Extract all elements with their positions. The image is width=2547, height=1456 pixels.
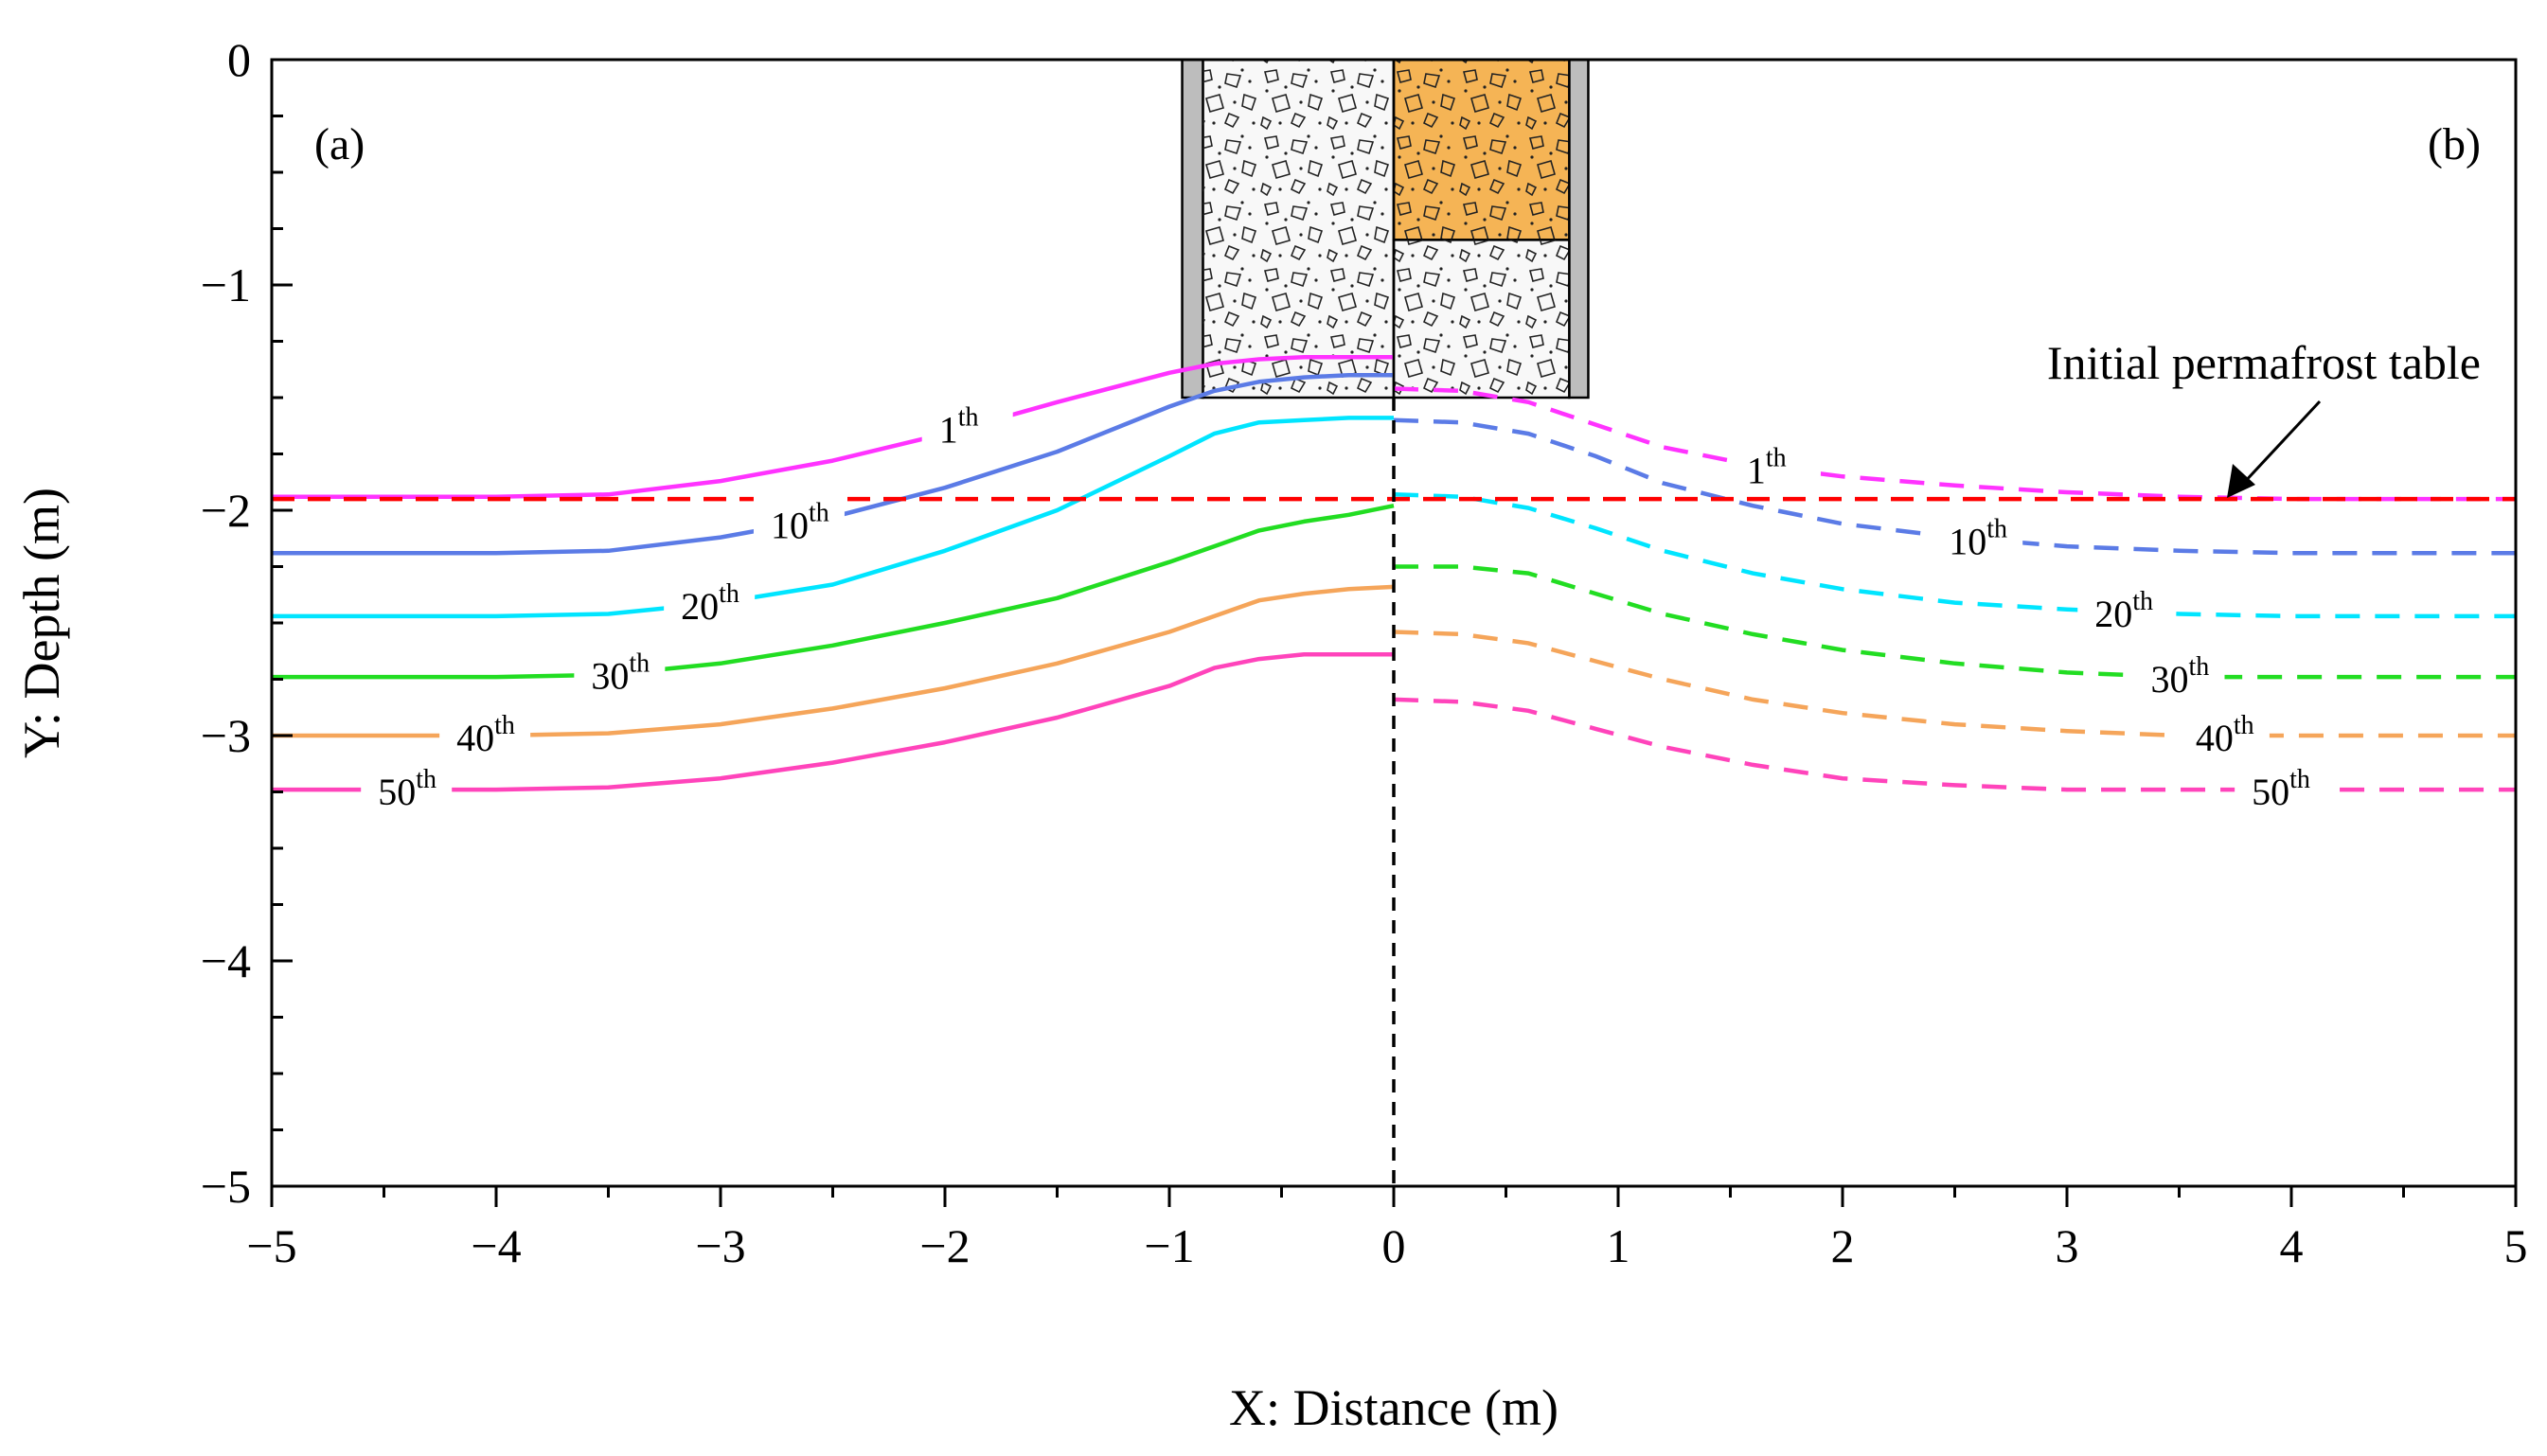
curve-10th-left — [272, 372, 1394, 556]
curve-label-40th-right: 40th — [2196, 711, 2254, 759]
x-tick-label: 3 — [2056, 1219, 2079, 1272]
curve-label-bg-50th-left — [361, 757, 453, 813]
left-wall — [1181, 58, 1204, 400]
curve-10th-right — [1393, 417, 2516, 556]
curve-40th-left — [272, 584, 1395, 738]
curve-30th-right — [1394, 564, 2516, 680]
curve-label-bg-1th-right — [1729, 435, 1821, 491]
curve-label-1th-right: 1th — [1747, 443, 1787, 491]
annotation-text: Initial permafrost table — [2047, 336, 2481, 389]
y-tick-label: −4 — [201, 934, 251, 987]
curve-label-bg-30th-left — [574, 641, 666, 697]
panel-label-left: (a) — [314, 119, 365, 169]
curve-label-50th-left: 50th — [378, 765, 436, 813]
x-tick-label: −2 — [919, 1219, 970, 1272]
curve-labels: 1th 1th 10th 10th 20th 20th 30th 30th 40th 40th 50… — [361, 395, 2326, 813]
reference-lines — [272, 60, 2516, 1186]
curve-label-bg-20th-right — [2077, 579, 2169, 635]
curve-50th-right — [1393, 697, 2516, 792]
curve-label-20th-right: 20th — [2094, 587, 2153, 635]
curve-label-20th-left: 20th — [681, 579, 739, 628]
curve-50th-left — [272, 652, 1394, 792]
curve-label-bg-1th-left — [921, 395, 1013, 451]
curve-label-bg-50th-right — [2235, 757, 2326, 813]
curve-label-40th-left: 40th — [456, 711, 515, 759]
curve-1th-left — [272, 354, 1394, 499]
curve-label-bg-40th-right — [2178, 703, 2270, 758]
curve-label-bg-40th-left — [439, 703, 531, 758]
y-tick-label: 0 — [227, 33, 251, 86]
curve-label-bg-20th-left — [664, 571, 756, 627]
x-tick-label: 0 — [1382, 1219, 1406, 1272]
curve-20th-right — [1393, 492, 2516, 619]
curve-label-10th-right: 10th — [1949, 514, 2007, 562]
right-gravel-texture — [1394, 240, 1570, 398]
axes: −5 −4 −3 −2 −1 0 1 2 3 4 5 0 −1 −2 −3 −4 −5 — [201, 33, 2528, 1272]
x-tick-label: 1 — [1607, 1219, 1630, 1272]
x-tick-label: −3 — [695, 1219, 745, 1272]
x-tick-label: 5 — [2504, 1219, 2528, 1272]
curve-label-10th-left: 10th — [771, 499, 829, 547]
y-tick-label: −1 — [201, 258, 251, 311]
y-tick-label: −3 — [201, 709, 251, 762]
x-axis-title: X: Distance (m) — [1229, 1379, 1558, 1436]
left-gravel-texture — [1202, 60, 1394, 398]
x-tick-label: −5 — [246, 1219, 296, 1272]
curve-label-30th-left: 30th — [591, 649, 650, 698]
embankment-structure — [1181, 58, 1590, 400]
y-tick-label: −5 — [201, 1160, 251, 1213]
panel-label-right: (b) — [2428, 119, 2481, 169]
y-axis-title: Y: Depth (m) — [13, 488, 70, 758]
y-tick-label: −2 — [201, 484, 251, 537]
x-tick-label: −1 — [1144, 1219, 1194, 1272]
x-tick-label: 4 — [2280, 1219, 2304, 1272]
curve-label-bg-10th-left — [753, 490, 845, 546]
curve-label-50th-right: 50th — [2252, 765, 2310, 813]
x-tick-label: −4 — [471, 1219, 521, 1272]
x-tick-label: 2 — [1831, 1219, 1855, 1272]
right-fill-texture — [1394, 60, 1570, 240]
annotation-arrow-shaft — [2240, 400, 2322, 487]
curve-label-1th-left: 1th — [939, 402, 979, 451]
curve-label-bg-10th-right — [1932, 506, 2023, 562]
right-wall — [1568, 58, 1590, 400]
curve-label-bg-30th-right — [2133, 645, 2225, 701]
curve-20th-left — [272, 416, 1394, 619]
curve-label-30th-right: 30th — [2151, 652, 2210, 701]
annotation-arrow-head — [2227, 464, 2255, 498]
